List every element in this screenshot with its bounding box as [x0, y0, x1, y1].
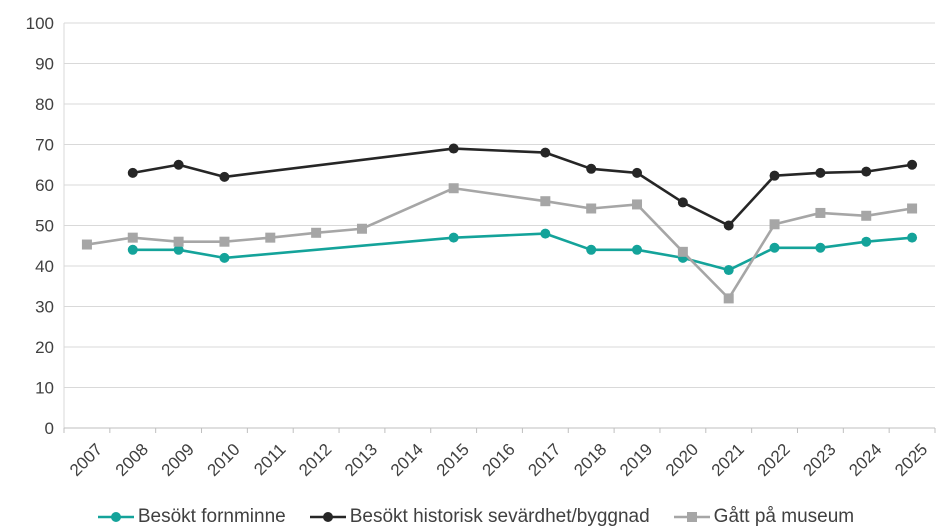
- y-tick-label: 70: [35, 136, 54, 155]
- series-line: [86, 186, 913, 300]
- data-point: [907, 159, 918, 170]
- data-point: [907, 232, 918, 243]
- series-1: [127, 228, 918, 276]
- data-point: [173, 244, 184, 255]
- y-tick-label: 100: [26, 14, 54, 33]
- data-point: [448, 232, 459, 243]
- data-point: [448, 183, 459, 194]
- legend-swatch: [97, 512, 134, 522]
- y-tick-labels: 0 10 20 30 40 50 60 70 80 90 100: [26, 14, 54, 438]
- y-tick-label: 60: [35, 176, 54, 195]
- data-point: [540, 228, 551, 239]
- series-3: [81, 183, 918, 304]
- data-point: [815, 167, 826, 178]
- legend: Besökt fornminne Besökt historisk sevärdh…: [0, 504, 950, 530]
- data-point: [311, 227, 322, 238]
- legend-item: Besökt historisk sevärdhet/byggnad: [308, 506, 650, 528]
- data-point: [219, 252, 230, 263]
- x-tick-label: 2025: [891, 440, 931, 480]
- data-point: [723, 265, 734, 276]
- gridlines: [64, 22, 935, 388]
- x-tick-label: 2020: [662, 440, 702, 480]
- data-point: [127, 232, 138, 243]
- legend-label: Besökt fornminne: [137, 506, 286, 527]
- legend-marker: [110, 512, 121, 522]
- x-tick-label: 2016: [479, 440, 519, 480]
- y-tick-label: 40: [35, 257, 54, 276]
- legend-swatch: [309, 512, 346, 522]
- y-tick-label: 20: [35, 338, 54, 357]
- y-tick-label: 10: [35, 379, 54, 398]
- data-point: [815, 242, 826, 253]
- data-point: [173, 236, 184, 247]
- x-tick-label: 2012: [295, 440, 335, 480]
- x-tick-label: 2015: [433, 440, 473, 480]
- data-point: [127, 244, 138, 255]
- x-tick-label: 2024: [845, 440, 885, 480]
- data-point: [861, 236, 872, 247]
- data-point: [540, 196, 551, 207]
- y-tick-label: 80: [35, 95, 54, 114]
- legend-item: Gått på museum: [672, 506, 854, 528]
- data-point: [769, 170, 780, 181]
- data-point: [861, 210, 872, 221]
- legend-label: Gått på museum: [713, 506, 855, 527]
- y-tick-label: 30: [35, 298, 54, 317]
- data-point: [219, 236, 230, 247]
- x-tick-label: 2017: [524, 440, 564, 480]
- data-point: [861, 166, 872, 177]
- data-point: [769, 219, 780, 230]
- x-tick-labels: 2007 2008 2009 2010 2011 2012 2013 2014 2015 2016…: [66, 440, 931, 480]
- x-tick-label: 2008: [112, 440, 152, 480]
- data-point: [356, 223, 367, 234]
- x-tick-label: 2009: [158, 440, 198, 480]
- y-tick-label: 50: [35, 217, 54, 236]
- x-tick-label: 2013: [341, 440, 381, 480]
- x-tick-label: 2007: [66, 440, 106, 480]
- data-point: [677, 197, 688, 208]
- data-point: [815, 207, 826, 218]
- x-tick-label: 2021: [708, 440, 748, 480]
- data-point: [677, 246, 688, 257]
- axes: [63, 23, 936, 433]
- data-point: [219, 171, 230, 182]
- series-line: [132, 147, 913, 227]
- x-tick-label: 2019: [616, 440, 656, 480]
- x-tick-label: 2011: [250, 440, 289, 479]
- series-lines: [81, 143, 918, 304]
- x-tick-label: 2023: [799, 440, 839, 480]
- data-point: [769, 242, 780, 253]
- y-tick-label: 90: [35, 55, 54, 74]
- legend-swatch: [673, 512, 710, 522]
- data-point: [723, 293, 734, 304]
- legend-marker: [686, 512, 697, 522]
- x-tick-label: 2018: [570, 440, 610, 480]
- data-point: [173, 159, 184, 170]
- y-tick-label: 0: [45, 419, 54, 438]
- data-point: [632, 199, 643, 210]
- legend-item: Besökt fornminne: [96, 506, 286, 528]
- data-point: [586, 203, 597, 214]
- legend-label: Besökt historisk sevärdhet/byggnad: [349, 506, 650, 527]
- x-tick-label: 2014: [387, 440, 427, 480]
- data-point: [540, 147, 551, 158]
- data-point: [448, 143, 459, 154]
- legend-marker: [322, 512, 333, 522]
- data-point: [586, 163, 597, 174]
- data-point: [907, 203, 918, 214]
- data-point: [586, 244, 597, 255]
- data-point: [81, 239, 92, 250]
- x-tick-label: 2010: [204, 440, 244, 480]
- data-point: [723, 220, 734, 231]
- data-point: [632, 167, 643, 178]
- series-2: [127, 143, 918, 231]
- data-point: [632, 244, 643, 255]
- x-tick-label: 2022: [754, 440, 794, 480]
- data-point: [265, 232, 276, 243]
- data-point: [127, 167, 138, 178]
